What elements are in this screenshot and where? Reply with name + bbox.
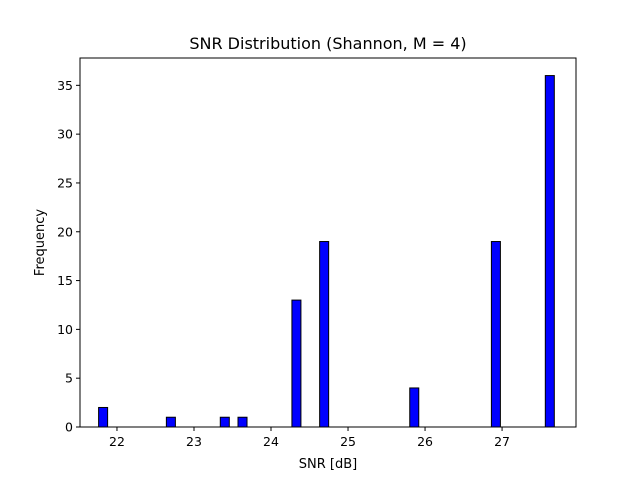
histogram-bar-8 — [544, 75, 555, 428]
plot-area-frame — [79, 57, 577, 428]
y-tick-label: 5 — [65, 371, 73, 386]
histogram-bar-0 — [98, 406, 109, 428]
y-tick-label: 10 — [57, 322, 73, 337]
histogram-bar-3 — [237, 416, 248, 428]
histogram-bar-2 — [219, 416, 230, 428]
histogram-bar-1 — [165, 416, 176, 428]
histogram-bar-5 — [319, 241, 330, 428]
histogram-bar-7 — [490, 241, 501, 428]
y-axis-ticks: 0 5 10 15 20 25 30 35 — [57, 78, 80, 435]
y-tick-label: 30 — [57, 127, 73, 142]
y-tick-label: 0 — [65, 420, 73, 435]
y-tick-label: 25 — [57, 175, 73, 190]
y-tick-label: 35 — [57, 78, 73, 93]
x-tick-label: 22 — [109, 434, 125, 449]
y-axis-label: Frequency — [33, 209, 48, 276]
x-tick-label: 27 — [494, 434, 510, 449]
y-tick-label: 20 — [57, 224, 73, 239]
x-axis-ticks: 22 23 24 25 26 27 — [109, 427, 510, 449]
x-tick-label: 24 — [263, 434, 279, 449]
y-tick-label: 15 — [57, 273, 73, 288]
bars-group — [98, 75, 555, 428]
x-tick-label: 26 — [417, 434, 433, 449]
histogram-bar-6 — [409, 387, 420, 428]
chart-title: SNR Distribution (Shannon, M = 4) — [189, 34, 466, 53]
histogram-bar-4 — [291, 299, 302, 428]
x-tick-label: 23 — [186, 434, 202, 449]
x-tick-label: 25 — [340, 434, 356, 449]
x-axis-label: SNR [dB] — [299, 457, 357, 472]
